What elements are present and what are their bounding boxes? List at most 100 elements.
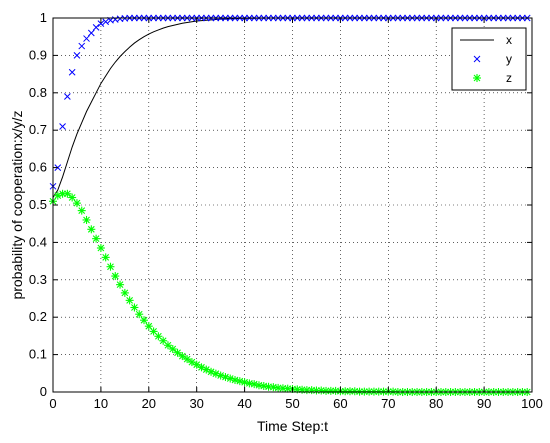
series-z-point	[144, 322, 153, 331]
marker-stroke	[63, 190, 71, 198]
marker-stroke	[73, 199, 81, 207]
series-z-point	[140, 316, 149, 325]
marker-stroke	[135, 310, 143, 318]
series-z-point	[173, 348, 182, 357]
legend-entry-y: y	[473, 52, 512, 66]
series-z-point	[92, 234, 101, 243]
marker-stroke	[145, 322, 153, 330]
marker-stroke	[169, 345, 177, 353]
y-tick-label: 0.3	[29, 272, 47, 287]
marker-stroke	[341, 387, 349, 395]
y-tick-label: 0.8	[29, 85, 47, 100]
series-z-point	[77, 206, 86, 215]
marker-stroke	[92, 23, 100, 31]
series-z-point	[111, 272, 120, 281]
marker-stroke	[473, 55, 481, 63]
series-z-point	[68, 193, 77, 202]
y-tick-label: 0.5	[29, 197, 47, 212]
marker-stroke	[97, 244, 105, 252]
marker-stroke	[217, 372, 225, 379]
series-y-point	[68, 68, 76, 76]
marker-stroke	[188, 358, 196, 366]
marker-stroke	[111, 16, 119, 23]
marker-stroke	[68, 194, 76, 201]
x-tick-label: 60	[333, 396, 347, 411]
marker-stroke	[64, 93, 71, 100]
x-tick-label: 40	[237, 396, 251, 411]
series-y-point	[59, 123, 66, 130]
series-z-point	[235, 377, 244, 386]
marker-stroke	[159, 337, 167, 345]
marker-stroke	[473, 74, 481, 82]
series-z-point	[63, 189, 72, 198]
marker-stroke	[226, 375, 234, 382]
y-tick-label: 0.4	[29, 234, 47, 249]
marker-stroke	[164, 341, 172, 349]
series-y-point	[87, 29, 95, 37]
marker-stroke	[102, 253, 110, 261]
marker-stroke	[102, 18, 110, 26]
marker-stroke	[126, 296, 134, 304]
series-z-point	[87, 225, 96, 234]
marker-stroke	[121, 289, 129, 297]
ticks	[52, 17, 533, 393]
marker-stroke	[83, 216, 90, 224]
y-tick-label: 0.7	[29, 122, 47, 137]
marker-stroke	[183, 355, 191, 363]
series-y-point	[83, 35, 90, 42]
tick-labels: 0 10 20 30 40 50 60 70 80 90 100 0 0.1 0.2 0.3 0.4 0.5 0.…	[29, 10, 543, 411]
series-z-point	[178, 352, 187, 361]
series-z-point	[101, 253, 110, 262]
marker-stroke	[87, 225, 95, 233]
marker-stroke	[327, 387, 335, 395]
series-z-point	[135, 310, 144, 319]
legend: xyz	[451, 27, 527, 91]
x-axis-title: Time Step:t	[257, 418, 328, 434]
marker-stroke	[73, 52, 81, 59]
legend-label: y	[506, 52, 512, 66]
marker-stroke	[207, 368, 215, 376]
marker-stroke	[212, 370, 220, 378]
legend-label: x	[506, 33, 512, 47]
marker-stroke	[346, 387, 354, 395]
x-tick-label: 10	[94, 396, 108, 411]
series-z-point	[159, 336, 168, 345]
marker-stroke	[59, 123, 66, 130]
series-z-point	[96, 244, 105, 253]
series-z-point	[116, 280, 125, 289]
marker-stroke	[78, 207, 86, 214]
marker-stroke	[140, 316, 148, 324]
y-tick-label: 1	[40, 10, 47, 25]
legend-label: z	[506, 71, 512, 85]
series-z-point	[183, 355, 192, 364]
marker-stroke	[97, 20, 105, 27]
series-y-point	[97, 20, 105, 27]
marker-stroke	[131, 304, 138, 311]
x-tick-label: 80	[429, 396, 443, 411]
series-z-point	[125, 296, 134, 305]
x-tick-label: 20	[142, 396, 156, 411]
series-y-point	[73, 52, 81, 59]
marker-stroke	[83, 35, 90, 42]
y-tick-label: 0.1	[29, 347, 47, 362]
marker-stroke	[116, 15, 124, 23]
series-z-point	[106, 262, 115, 271]
series-z-point	[130, 303, 139, 312]
marker-stroke	[92, 235, 100, 243]
marker-stroke	[116, 281, 124, 289]
series-y-point	[102, 18, 110, 26]
y-tick-label: 0	[40, 384, 47, 399]
series-z-point	[341, 387, 350, 396]
x-tick-label: 30	[189, 396, 203, 411]
series-z-point	[168, 344, 177, 353]
legend-entry-x: x	[460, 33, 512, 47]
y-tick-label: 0.9	[29, 47, 47, 62]
marker-stroke	[322, 387, 330, 395]
y-tick-label: 0.2	[29, 309, 47, 324]
marker-stroke	[178, 352, 186, 360]
marker-stroke	[313, 387, 320, 394]
marker-stroke	[68, 68, 76, 76]
marker-stroke	[222, 373, 229, 381]
x-tick-label: 100	[521, 396, 543, 411]
